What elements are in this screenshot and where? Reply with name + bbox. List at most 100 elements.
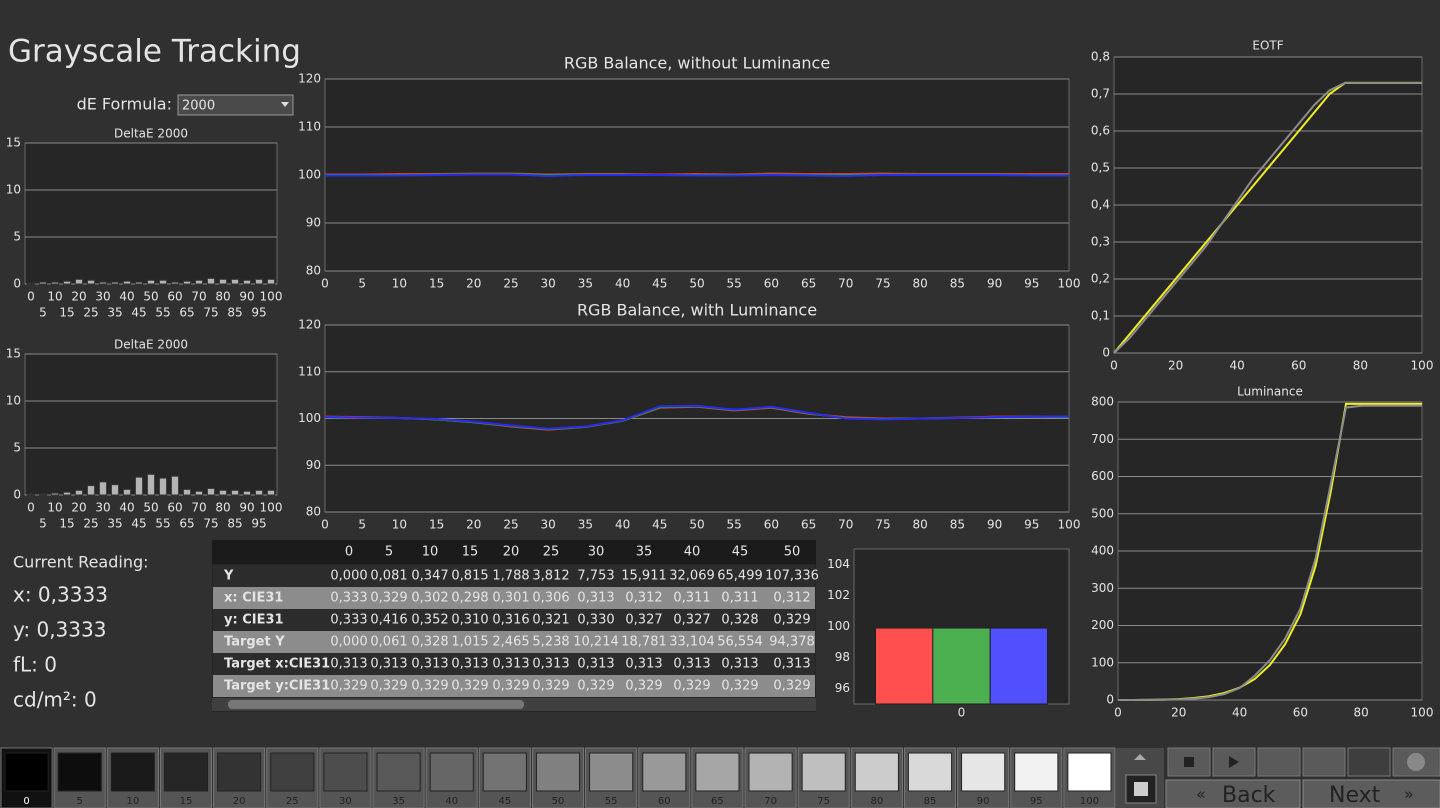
swatch[interactable] [429, 752, 474, 792]
swatch[interactable] [323, 752, 368, 792]
bar [134, 281, 144, 285]
back-arrow: « [1196, 785, 1206, 804]
range-button[interactable] [1257, 747, 1301, 777]
swatch-label: 90 [977, 796, 990, 807]
x-tick-label: 65 [179, 306, 194, 320]
stop-icon [1134, 782, 1148, 796]
back-button[interactable] [1165, 779, 1301, 808]
table-cell: 0,311 [721, 591, 758, 606]
y-tick-label: 0,5 [1091, 161, 1110, 175]
table-cell: 0,312 [773, 591, 810, 606]
y-tick-label: 700 [1091, 432, 1114, 446]
swatch-label: 30 [339, 796, 352, 807]
x-tick-label: 80 [215, 501, 230, 515]
series-line [324, 404, 1069, 430]
swatch[interactable] [57, 752, 102, 792]
swatch[interactable] [1014, 752, 1059, 792]
x-tick-label: 20 [466, 518, 481, 532]
x-tick-label: 25 [503, 277, 518, 291]
bar [122, 280, 132, 285]
x-tick-label: 100 [1058, 277, 1081, 291]
swatch[interactable] [748, 752, 793, 792]
x-tick-label: 70 [191, 290, 206, 304]
y-tick-label: 600 [1091, 469, 1114, 483]
table-cell: 0,081 [370, 569, 407, 584]
refresh-button[interactable] [1347, 747, 1391, 777]
table-cell: 0,313 [411, 657, 448, 672]
y-tick-label: 104 [827, 557, 850, 571]
swatch[interactable] [535, 752, 581, 792]
x-tick-label: 20 [466, 277, 481, 291]
x-tick-label: 25 [83, 517, 98, 531]
x-tick-label: 80 [1354, 706, 1369, 720]
bar [26, 493, 36, 496]
bar [254, 489, 264, 496]
table-cell: 0,347 [411, 569, 448, 584]
y-tick-label: 15 [6, 136, 21, 150]
bar [62, 280, 72, 285]
swatch[interactable] [163, 752, 209, 792]
column-header: 10 [422, 545, 439, 560]
formula-select[interactable] [177, 94, 294, 116]
bar [932, 627, 991, 705]
table-cell: 65,499 [717, 569, 763, 584]
swatch[interactable] [1067, 752, 1112, 792]
swatch[interactable] [801, 752, 846, 792]
y-tick-label: 100 [827, 619, 850, 633]
y-tick-label: 120 [298, 318, 321, 332]
table-cell: 0,306 [532, 591, 569, 606]
row-label: x: CIE31 [224, 591, 283, 606]
x-tick-label: 15 [429, 277, 444, 291]
swatch[interactable] [217, 752, 262, 792]
x-tick-label: 30 [541, 518, 556, 532]
table-cell: 0,327 [625, 613, 662, 628]
x-tick-label: 0 [1114, 706, 1122, 720]
bar [62, 491, 72, 496]
x-tick-label: 85 [950, 277, 965, 291]
bar [38, 493, 48, 496]
bar [98, 481, 108, 496]
column-header: 25 [543, 545, 560, 560]
bar [74, 489, 84, 496]
x-tick-label: 30 [541, 277, 556, 291]
x-tick-label: 60 [764, 518, 779, 532]
row-label: Target y:CIE31 [224, 679, 330, 694]
x-tick-label: 85 [227, 306, 242, 320]
swatch[interactable] [907, 752, 953, 792]
x-tick-label: 40 [615, 277, 630, 291]
swatch[interactable] [961, 752, 1006, 792]
bar [254, 278, 264, 285]
x-tick-label: 0 [958, 706, 966, 720]
swatch[interactable] [376, 752, 421, 792]
next-button[interactable] [1302, 779, 1440, 808]
x-tick-label: 95 [1024, 277, 1039, 291]
x-tick-label: 10 [47, 290, 62, 304]
x-tick-label: 80 [913, 518, 928, 532]
table-cell: 0,302 [411, 591, 448, 606]
x-tick-label: 85 [950, 518, 965, 532]
up-icon[interactable] [1134, 754, 1146, 760]
bar [170, 281, 180, 285]
scroll-thumb[interactable] [228, 700, 524, 709]
swatch[interactable] [695, 752, 740, 792]
swatch[interactable] [589, 752, 634, 792]
swatch[interactable] [854, 752, 899, 792]
swatch[interactable] [270, 752, 315, 792]
bar [158, 279, 168, 285]
swatch[interactable] [482, 752, 527, 792]
table-cell: 0,333 [330, 591, 367, 606]
swatch[interactable] [4, 752, 49, 792]
table-row [213, 565, 815, 587]
plot-area [24, 353, 278, 496]
chart-title: EOTF [1252, 39, 1283, 53]
swatch[interactable] [110, 752, 155, 792]
y-tick-label: 100 [298, 168, 321, 182]
loop-button[interactable] [1302, 747, 1346, 777]
table-cell: 0,329 [411, 679, 448, 694]
swatch-label: 85 [924, 796, 937, 807]
x-tick-label: 75 [875, 518, 890, 532]
swatch[interactable] [642, 752, 687, 792]
x-tick-label: 60 [167, 290, 182, 304]
table-cell: 0,329 [370, 591, 407, 606]
bar [98, 281, 108, 285]
